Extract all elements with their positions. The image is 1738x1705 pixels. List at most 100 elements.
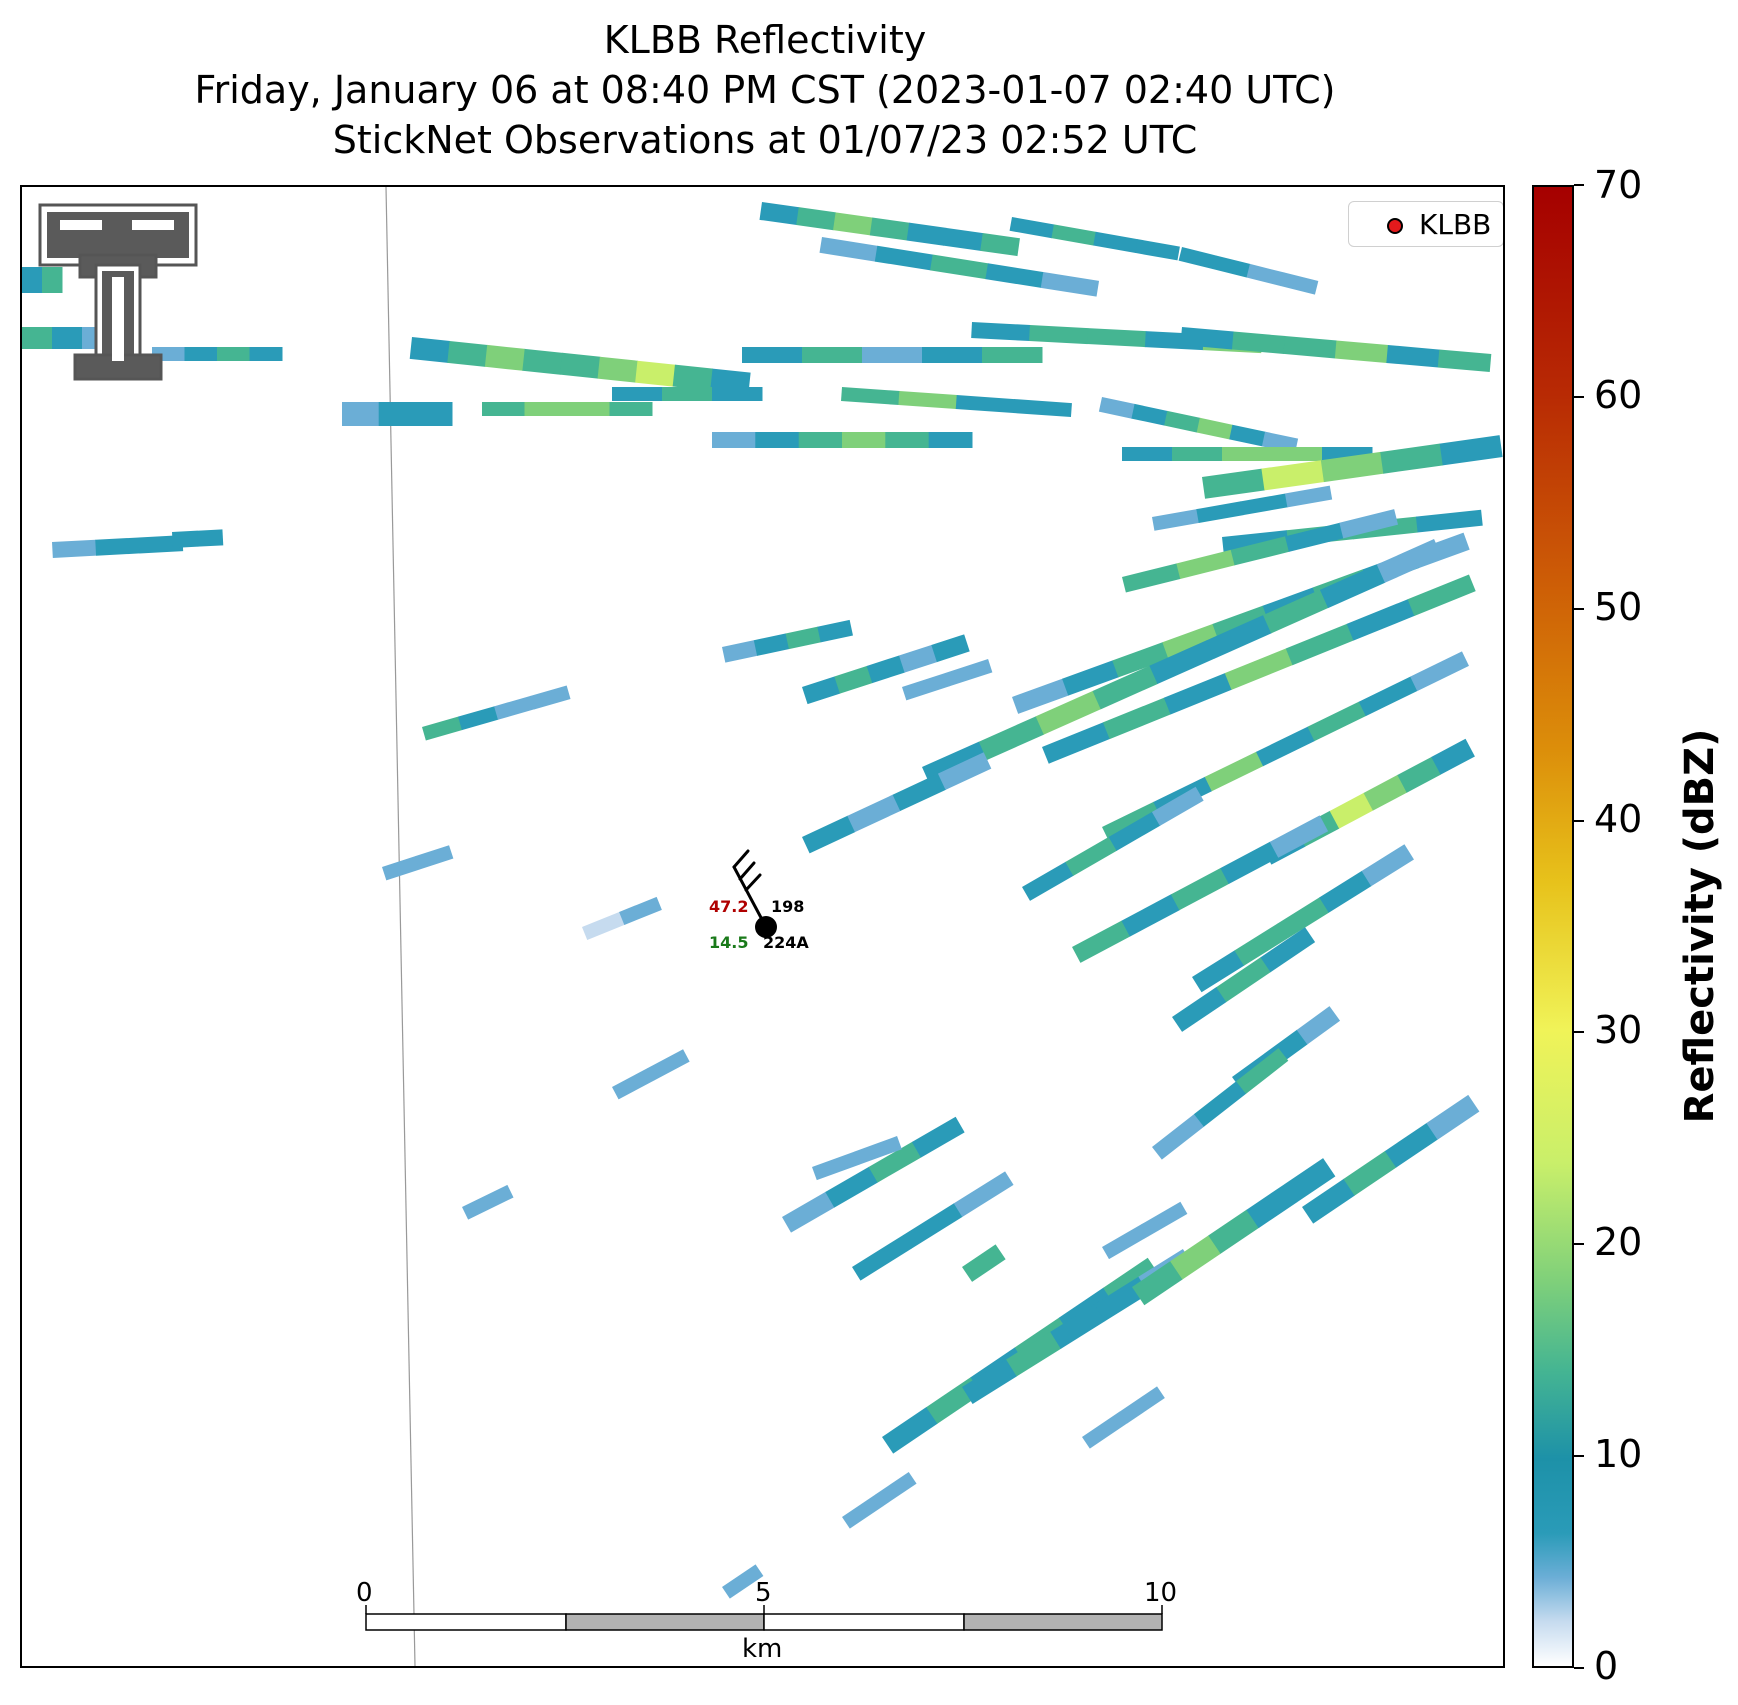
reflectivity-cell: [931, 634, 970, 663]
reflectivity-cell: [612, 387, 663, 401]
reflectivity-cell: [1122, 563, 1181, 593]
reflectivity-cell: [1196, 501, 1244, 523]
reflectivity-cell: [759, 202, 800, 226]
reflectivity-cell: [559, 352, 601, 379]
reflectivity-cell: [672, 364, 714, 391]
reflectivity-cell: [902, 672, 950, 701]
reflectivity-cell: [1102, 697, 1172, 740]
reflectivity-cell: [1339, 509, 1399, 539]
reflectivity-cell: [1285, 522, 1344, 552]
reflectivity-cell: [1132, 1260, 1183, 1306]
colorbar-tick-label: 50: [1594, 584, 1643, 629]
reflectivity-cell: [785, 626, 822, 650]
reflectivity-cell: [869, 217, 910, 241]
reflectivity-cell: [196, 529, 224, 547]
texas-tech-logo-icon: [38, 203, 198, 381]
reflectivity-cell: [482, 402, 525, 416]
colorbar-tick-mark: [1574, 184, 1584, 186]
reflectivity-cell: [1040, 272, 1100, 297]
reflectivity-cell: [892, 773, 947, 812]
reflectivity-cell: [1224, 648, 1293, 690]
scale-tick-0: 0: [356, 1578, 373, 1608]
reflectivity-cell: [742, 347, 803, 363]
reflectivity-cell: [1263, 589, 1329, 634]
reflectivity-cell: [1284, 485, 1333, 508]
reflectivity-cell: [1256, 726, 1315, 767]
reflectivity-cell: [962, 1359, 1018, 1404]
reflectivity-cell: [1119, 1386, 1165, 1424]
reflectivity-cell: [1302, 1178, 1356, 1224]
station-temperature: 47.2: [709, 897, 749, 916]
reflectivity-cell: [1272, 447, 1323, 461]
reflectivity-cell: [1229, 424, 1266, 447]
reflectivity-cell: [1108, 811, 1161, 851]
colorbar-tick-label: 20: [1594, 1220, 1643, 1265]
reflectivity-cell: [722, 1564, 764, 1599]
reflectivity-cell: [875, 1471, 917, 1507]
reflectivity-cell: [852, 1234, 912, 1281]
colorbar-tick-mark: [1574, 1243, 1584, 1246]
reflectivity-cell: [1380, 443, 1444, 474]
reflectivity-cell: [1163, 672, 1232, 715]
reflectivity-cell: [971, 322, 1031, 342]
reflectivity-cell: [885, 432, 930, 448]
reflectivity-cell: [95, 537, 140, 556]
reflectivity-cell: [1082, 1411, 1128, 1449]
title-line-3: StickNet Observations at 01/07/23 02:52 …: [332, 118, 1198, 162]
reflectivity-cell: [138, 535, 184, 554]
reflectivity-cell: [953, 1171, 1014, 1217]
reflectivity-cell: [619, 896, 662, 925]
reflectivity-cell: [1194, 1081, 1247, 1127]
colorbar-tick-mark: [1574, 607, 1584, 610]
reflectivity-cell: [802, 676, 841, 705]
reflectivity-cell: [1260, 927, 1316, 973]
reflectivity-cell: [1102, 1224, 1149, 1260]
reflectivity-cell: [944, 659, 993, 687]
reflectivity-cell: [978, 716, 1045, 760]
reflectivity-cell: [447, 340, 488, 367]
reflectivity-cell: [842, 1494, 884, 1529]
reflectivity-cell: [22, 327, 53, 349]
reflectivity-cell: [1283, 336, 1337, 359]
reflectivity-cell: [609, 402, 653, 416]
reflectivity-cell: [172, 530, 199, 548]
reflectivity-cell: [812, 1151, 860, 1181]
reflectivity-cell: [494, 695, 535, 720]
reflectivity-cell: [982, 347, 1043, 363]
reflectivity-cell: [1093, 231, 1139, 254]
colorbar-tick-mark: [1574, 819, 1584, 822]
reflectivity-cell: [755, 432, 800, 448]
county-boundary-line: [385, 187, 416, 1666]
reflectivity-cell: [582, 911, 625, 940]
colorbar-tick-label: 30: [1594, 1008, 1643, 1053]
reflectivity-cell: [902, 1203, 963, 1249]
reflectivity-cell: [378, 402, 416, 426]
reflectivity-cell: [635, 360, 676, 387]
reflectivity-cell: [1397, 756, 1442, 793]
reflectivity-cell: [1220, 841, 1279, 885]
scale-bar: [365, 1605, 1163, 1631]
reflectivity-cell: [22, 267, 43, 293]
reflectivity-cell: [52, 327, 83, 349]
reflectivity-cell: [1162, 623, 1220, 660]
reflectivity-cell: [842, 432, 886, 448]
radar-map: [22, 187, 1503, 1666]
reflectivity-cell: [1121, 894, 1180, 937]
colorbar-tick-mark: [1574, 1455, 1584, 1458]
reflectivity-cell: [1439, 435, 1503, 466]
reflectivity-cell: [1222, 447, 1273, 461]
reflectivity-cell: [1361, 844, 1414, 887]
reflectivity-cell: [802, 347, 863, 363]
reflectivity-cell: [1196, 417, 1233, 440]
reflectivity-cell: [1384, 1122, 1438, 1168]
reflectivity-cell: [1410, 651, 1469, 692]
reflectivity-cell: [1112, 642, 1169, 678]
reflectivity-cell: [1170, 867, 1230, 911]
reflectivity-cell: [899, 644, 938, 673]
reflectivity-cell: [911, 1116, 965, 1158]
reflectivity-cell: [928, 432, 973, 448]
reflectivity-cell: [1051, 224, 1097, 246]
reflectivity-cell: [1206, 614, 1272, 659]
reflectivity-cell: [1216, 957, 1271, 1003]
reflectivity-cell: [1334, 340, 1389, 363]
